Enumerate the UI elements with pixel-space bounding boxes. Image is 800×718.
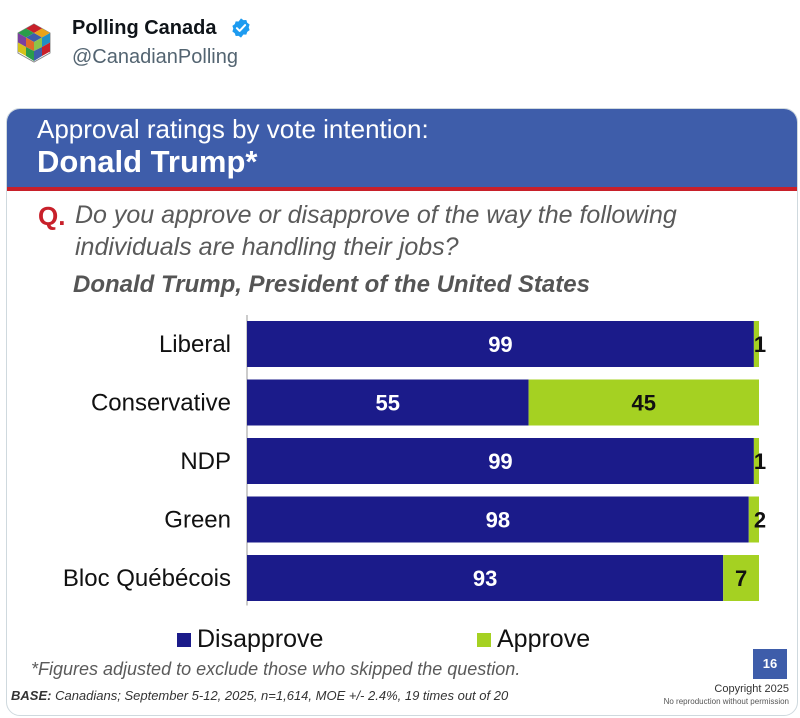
base-text: Canadians; September 5-12, 2025, n=1,614…	[55, 688, 509, 703]
question-marker: Q.	[38, 201, 66, 231]
author-name[interactable]: Polling Canada	[72, 17, 217, 39]
data-label-disapprove: 98	[486, 508, 510, 533]
legend-label-disapprove: Disapprove	[197, 625, 324, 653]
base-label: BASE:	[11, 688, 52, 703]
data-label-approve: 45	[632, 391, 656, 416]
category-label: Bloc Québécois	[63, 565, 231, 592]
data-label-approve: 1	[754, 449, 766, 474]
copyright-note: No reproduction without permission	[663, 697, 789, 706]
legend-label-approve: Approve	[497, 625, 591, 653]
footnote: *Figures adjusted to exclude those who s…	[31, 659, 521, 679]
author-handle[interactable]: @CanadianPolling	[72, 46, 238, 68]
slide-banner: Approval ratings by vote intention: Dona…	[7, 109, 797, 191]
bar-approve	[528, 379, 759, 426]
category-label: Conservative	[91, 390, 231, 417]
tweet-header: Polling Canada @CanadianPolling	[0, 0, 800, 90]
chart-legend: Disapprove Approve	[177, 623, 777, 653]
page-number-badge: 16	[753, 649, 787, 679]
bar-approve	[748, 496, 759, 543]
verified-badge-icon	[232, 18, 250, 38]
data-label-approve: 7	[735, 566, 747, 591]
banner-heading: Approval ratings by vote intention:	[37, 114, 429, 144]
bar-disapprove	[247, 321, 754, 367]
bar-disapprove	[247, 438, 754, 484]
polling-canada-logo-icon[interactable]	[10, 20, 58, 68]
data-label-approve: 1	[754, 332, 766, 357]
data-label-approve: 2	[754, 508, 766, 533]
poll-slide-image[interactable]: Approval ratings by vote intention: Dona…	[6, 108, 798, 716]
bar-disapprove	[247, 496, 749, 543]
data-label-disapprove: 55	[376, 391, 400, 416]
data-label-disapprove: 99	[488, 332, 512, 357]
category-label: Green	[164, 507, 231, 534]
banner-title: Donald Trump*	[37, 144, 258, 179]
data-label-disapprove: 93	[473, 566, 497, 591]
question-text: Do you approve or disapprove of the way …	[75, 201, 677, 261]
bar-disapprove	[247, 555, 724, 601]
category-label: Liberal	[159, 331, 231, 358]
base-note: BASE: Canadians; September 5-12, 2025, n…	[11, 688, 508, 703]
bar-approve	[753, 321, 759, 367]
legend-swatch-disapprove	[177, 633, 191, 647]
bar-disapprove	[247, 379, 529, 426]
stacked-bar-chart: Liberal 99 1 Conservative 55 45 NDP 99 1 Green 98 2…	[63, 315, 766, 606]
copyright-text: Copyright 2025	[714, 683, 789, 695]
legend-swatch-approve	[477, 633, 491, 647]
category-label: NDP	[180, 448, 231, 475]
data-label-disapprove: 99	[488, 449, 512, 474]
bar-approve	[723, 555, 759, 601]
bar-approve	[753, 438, 759, 484]
chart-subtitle: Donald Trump, President of the United St…	[73, 271, 590, 298]
